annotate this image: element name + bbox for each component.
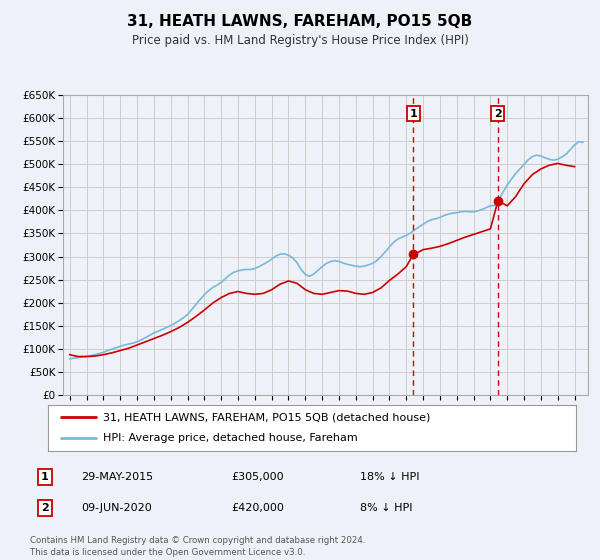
Text: 09-JUN-2020: 09-JUN-2020 [81,503,152,513]
Text: Price paid vs. HM Land Registry's House Price Index (HPI): Price paid vs. HM Land Registry's House … [131,34,469,46]
Text: £420,000: £420,000 [231,503,284,513]
Text: £305,000: £305,000 [231,472,284,482]
Text: 2: 2 [41,503,49,513]
Text: 31, HEATH LAWNS, FAREHAM, PO15 5QB: 31, HEATH LAWNS, FAREHAM, PO15 5QB [127,14,473,29]
Text: 8% ↓ HPI: 8% ↓ HPI [360,503,413,513]
Text: 29-MAY-2015: 29-MAY-2015 [81,472,153,482]
Text: 18% ↓ HPI: 18% ↓ HPI [360,472,419,482]
Text: Contains HM Land Registry data © Crown copyright and database right 2024.
This d: Contains HM Land Registry data © Crown c… [30,536,365,557]
Text: 31, HEATH LAWNS, FAREHAM, PO15 5QB (detached house): 31, HEATH LAWNS, FAREHAM, PO15 5QB (deta… [103,412,431,422]
Text: 2: 2 [494,109,502,119]
Text: 1: 1 [409,109,417,119]
Text: 1: 1 [41,472,49,482]
Text: HPI: Average price, detached house, Fareham: HPI: Average price, detached house, Fare… [103,433,358,444]
